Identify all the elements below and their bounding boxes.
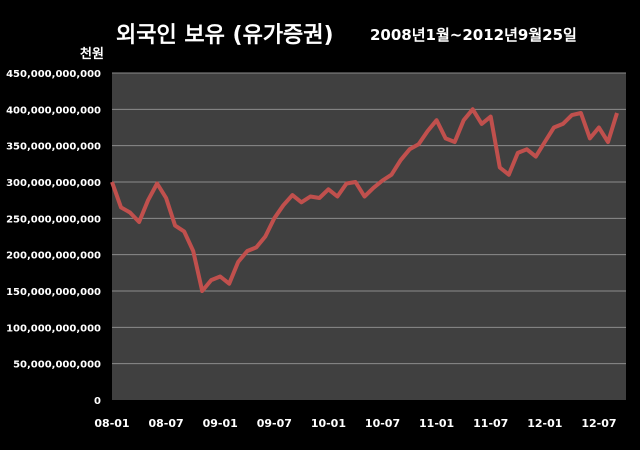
y-tick-label: 0 bbox=[94, 396, 101, 407]
series-line bbox=[110, 107, 619, 293]
y-tick-label: 250,000,000,000 bbox=[6, 214, 101, 225]
y-tick-label: 150,000,000,000 bbox=[6, 287, 101, 298]
y-tick-label: 450,000,000,000 bbox=[6, 69, 101, 80]
gridlines bbox=[112, 72, 626, 365]
x-tick-label: 11-07 bbox=[473, 417, 508, 430]
y-tick-label: 350,000,000,000 bbox=[6, 142, 101, 153]
chart-title: 외국인 보유 (유가증권) bbox=[116, 23, 334, 48]
y-tick-label: 200,000,000,000 bbox=[6, 251, 101, 262]
x-tick-label: 09-07 bbox=[257, 417, 292, 430]
y-axis: 0 50,000,000,000 100,000,000,000 150,000,00… bbox=[6, 69, 101, 407]
x-tick-label: 08-07 bbox=[149, 417, 184, 430]
y-axis-unit-label: 천원 bbox=[80, 47, 104, 62]
x-tick-label: 09-01 bbox=[203, 417, 238, 430]
plot-area bbox=[112, 73, 626, 400]
chart-subtitle: 2008년1월~2012년9월25일 bbox=[370, 26, 577, 44]
x-tick-label: 12-01 bbox=[527, 417, 562, 430]
y-tick-label: 300,000,000,000 bbox=[6, 178, 101, 189]
x-tick-label: 11-01 bbox=[419, 417, 454, 430]
x-tick-label: 10-01 bbox=[311, 417, 346, 430]
x-axis: 08-01 08-07 09-01 09-07 10-01 10-07 11-01 11-07… bbox=[94, 417, 616, 430]
x-tick-label: 12-07 bbox=[581, 417, 616, 430]
x-tick-label: 08-01 bbox=[94, 417, 129, 430]
x-tick-label: 10-07 bbox=[365, 417, 400, 430]
y-tick-label: 100,000,000,000 bbox=[6, 323, 101, 334]
y-tick-label: 400,000,000,000 bbox=[6, 105, 101, 116]
y-tick-label: 50,000,000,000 bbox=[13, 360, 101, 371]
